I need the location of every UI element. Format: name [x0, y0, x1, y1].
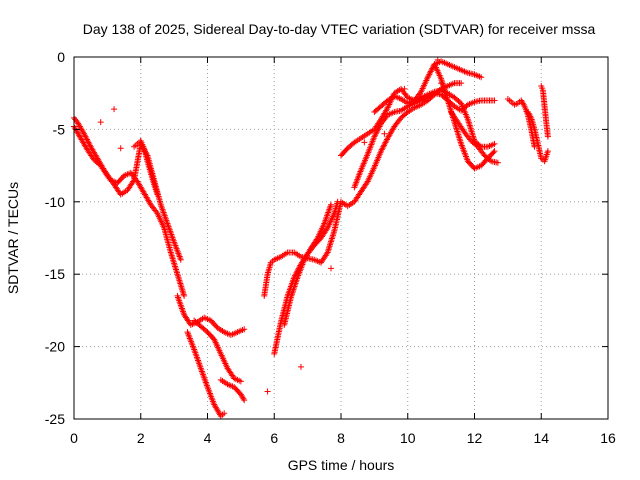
- data-point: [221, 410, 228, 417]
- data-point: [327, 201, 334, 208]
- data-point: [527, 113, 534, 120]
- data-point: [297, 363, 304, 370]
- data-point: [491, 97, 498, 104]
- y-axis-label: SDTVAR / TECUs: [5, 182, 21, 294]
- data-point: [544, 133, 551, 140]
- data-point: [240, 395, 247, 402]
- data-point: [520, 101, 527, 108]
- data-point: [361, 139, 368, 146]
- data-point: [323, 250, 330, 257]
- data-point: [381, 130, 388, 137]
- data-point: [426, 71, 433, 78]
- data-point: [111, 106, 118, 113]
- data-point: [82, 133, 89, 140]
- data-point: [427, 68, 434, 75]
- data-point: [84, 137, 91, 144]
- data-point: [241, 326, 248, 333]
- data-point: [478, 74, 485, 81]
- x-tick-label: 16: [600, 430, 616, 446]
- data-point: [371, 133, 378, 140]
- data-point: [494, 159, 501, 166]
- data-point: [376, 123, 383, 130]
- x-tick-label: 12: [467, 430, 483, 446]
- data-point: [375, 124, 382, 131]
- y-tick-label: -15: [45, 266, 65, 282]
- data-point: [153, 208, 160, 215]
- data-point: [490, 149, 497, 156]
- x-tick-label: 4: [204, 430, 212, 446]
- data-point: [177, 256, 184, 263]
- data-point: [363, 179, 370, 186]
- data-point: [401, 85, 408, 92]
- x-tick-label: 0: [70, 430, 78, 446]
- data-point: [130, 178, 137, 185]
- data-point: [403, 110, 410, 117]
- grid-lines: [74, 57, 608, 419]
- data-point: [81, 130, 88, 137]
- data-point: [241, 397, 248, 404]
- data-point: [137, 137, 144, 144]
- data-point: [427, 69, 433, 76]
- data-point: [86, 140, 93, 147]
- data-point: [83, 136, 90, 143]
- data-point: [486, 157, 493, 164]
- data-point: [380, 143, 387, 150]
- y-tick-label: 0: [57, 49, 65, 65]
- data-point: [85, 139, 92, 146]
- data-point: [416, 90, 423, 97]
- data-point: [323, 226, 330, 233]
- data-point: [458, 80, 465, 87]
- data-point: [375, 126, 382, 133]
- data-point: [379, 145, 386, 152]
- data-point: [378, 146, 385, 153]
- data-point: [117, 145, 124, 152]
- x-tick-label: 6: [270, 430, 278, 446]
- data-markers: [71, 56, 551, 420]
- data-point: [381, 140, 388, 147]
- data-point: [350, 140, 357, 147]
- y-tick-label: -5: [53, 121, 66, 137]
- data-point: [434, 56, 441, 63]
- data-point: [491, 140, 498, 147]
- data-point: [83, 135, 90, 142]
- data-point: [544, 148, 551, 155]
- data-point: [374, 127, 381, 134]
- data-point: [237, 378, 244, 385]
- x-axis-label: GPS time / hours: [288, 457, 395, 473]
- data-point: [154, 191, 161, 198]
- data-point: [327, 265, 334, 272]
- y-tick-label: -10: [45, 194, 65, 210]
- data-point: [372, 132, 379, 139]
- data-point: [382, 139, 389, 146]
- data-point: [81, 132, 88, 139]
- data-point: [378, 148, 385, 155]
- data-point: [373, 129, 380, 136]
- x-tick-label: 14: [533, 430, 549, 446]
- data-point: [491, 148, 498, 155]
- axis-ticks: 0 2 4 6 8 10 12 14 16 -25 -20 -15 -10 -5 0: [45, 49, 616, 446]
- data-point: [181, 292, 188, 299]
- data-point: [381, 142, 388, 149]
- data-point: [438, 80, 445, 87]
- data-point: [97, 119, 104, 126]
- data-point: [383, 98, 390, 105]
- x-tick-label: 2: [137, 430, 145, 446]
- data-point: [425, 72, 432, 79]
- y-tick-label: -25: [45, 411, 65, 427]
- data-point: [383, 137, 390, 144]
- x-tick-label: 8: [337, 430, 345, 446]
- y-tick-label: -20: [45, 339, 65, 355]
- data-point: [428, 67, 435, 74]
- data-point: [264, 388, 271, 395]
- data-point: [424, 74, 431, 81]
- x-tick-label: 10: [400, 430, 416, 446]
- data-point: [313, 236, 320, 243]
- data-point: [372, 130, 379, 137]
- chart-title: Day 138 of 2025, Sidereal Day-to-day VTE…: [83, 21, 596, 37]
- data-point: [463, 102, 470, 109]
- data-point: [383, 106, 390, 113]
